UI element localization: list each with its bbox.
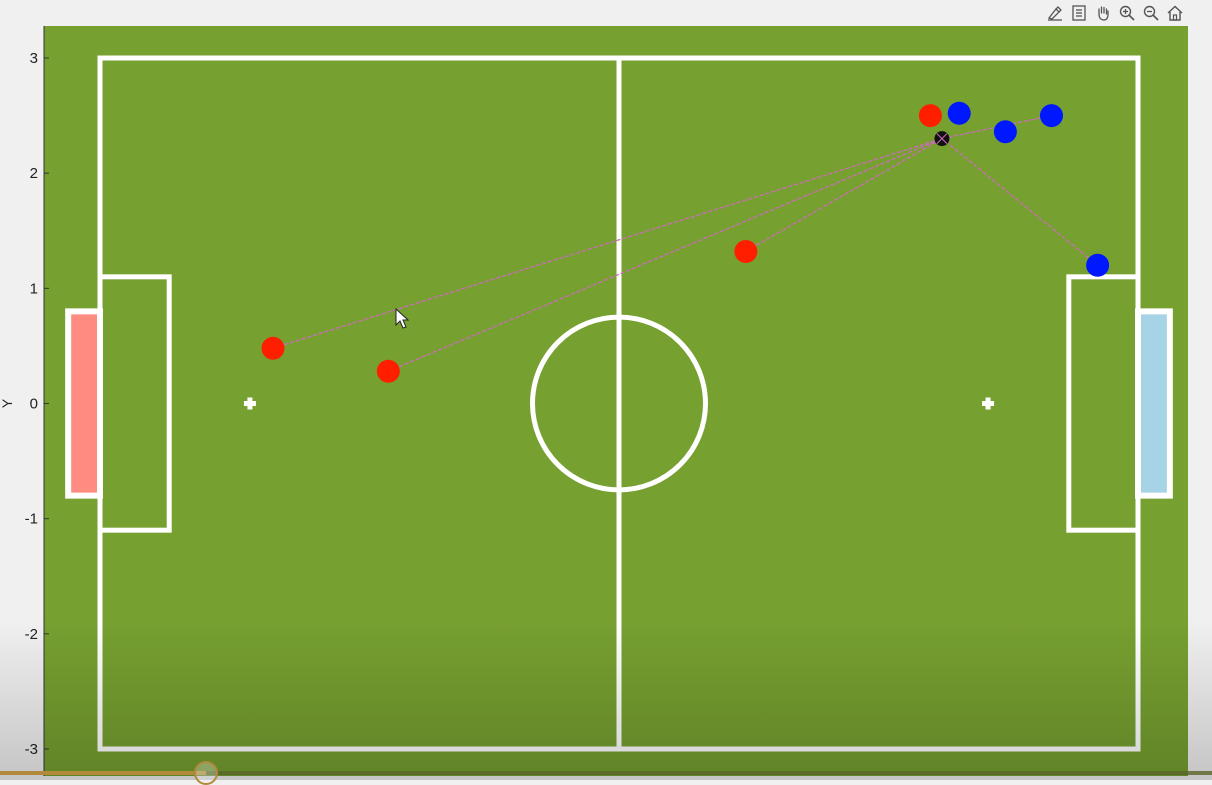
pan-button[interactable] [1092, 2, 1114, 24]
timeline-handle[interactable] [194, 761, 218, 785]
y-axis-label: Y [0, 398, 15, 408]
cursor-arrow-icon [395, 307, 410, 329]
y-tick-label: -2 [25, 626, 38, 643]
pass-line [388, 138, 943, 372]
red-player-marker [261, 336, 285, 360]
home-button[interactable] [1164, 2, 1186, 24]
timeline-progress [0, 771, 206, 775]
zoom-in-icon [1119, 5, 1135, 21]
penalty-spot [243, 397, 256, 410]
pass-line [941, 138, 1099, 266]
pass-line [272, 137, 943, 349]
y-tick-label: -3 [25, 741, 38, 758]
y-tick-label: 0 [30, 396, 38, 413]
zoom-in-button[interactable] [1116, 2, 1138, 24]
zoom-out-icon [1143, 5, 1159, 21]
brush-button[interactable] [1044, 2, 1066, 24]
y-tick-label: -1 [25, 511, 38, 528]
y-axis: Y 3 2 1 0 -1 -2 -3 [0, 26, 49, 776]
penalty-spot [982, 397, 995, 410]
red-player-marker [918, 104, 942, 128]
zoom-out-button[interactable] [1140, 2, 1162, 24]
right-penalty-box [1066, 274, 1141, 533]
y-tick-label: 3 [30, 50, 38, 67]
data-tips-icon [1072, 5, 1086, 21]
red-player-marker [734, 239, 758, 263]
axes-toolbar [1044, 2, 1186, 24]
red-player-marker [376, 359, 400, 383]
brush-icon [1047, 6, 1062, 21]
home-icon [1167, 5, 1183, 21]
field-markings [65, 55, 1173, 752]
center-circle [530, 314, 708, 493]
left-penalty-box [97, 274, 172, 533]
blue-player-marker [993, 120, 1017, 144]
players [261, 101, 1110, 383]
mouse-cursor [395, 307, 410, 329]
timeline-track[interactable] [0, 771, 1212, 775]
y-tick-label: 1 [30, 280, 38, 297]
right-goal [1135, 308, 1173, 499]
left-goal [65, 308, 103, 499]
pass-lines [272, 114, 1099, 372]
pass-line [745, 138, 943, 253]
blue-player-marker [1086, 253, 1110, 277]
ball-cross [936, 133, 948, 144]
y-tick-label: 2 [30, 165, 38, 182]
data-tips-button[interactable] [1068, 2, 1090, 24]
blue-player-marker [1040, 104, 1063, 128]
pitch-background [44, 26, 1188, 776]
pan-icon [1098, 6, 1109, 21]
blue-player-marker [947, 101, 971, 125]
